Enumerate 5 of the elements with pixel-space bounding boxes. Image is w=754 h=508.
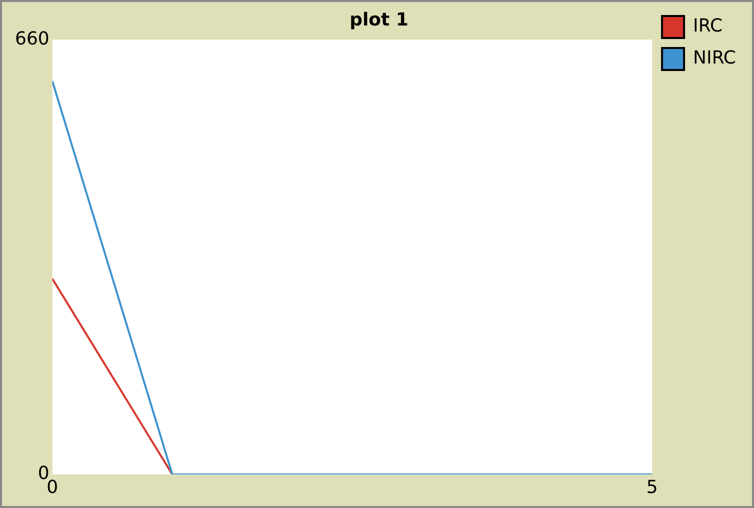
y-tick-label: 660 <box>14 28 50 50</box>
x-tick-label: 5 <box>646 476 658 498</box>
legend-label: NIRC <box>693 48 736 69</box>
legend-label: IRC <box>693 16 723 37</box>
chart-title: plot 1 <box>350 9 408 30</box>
